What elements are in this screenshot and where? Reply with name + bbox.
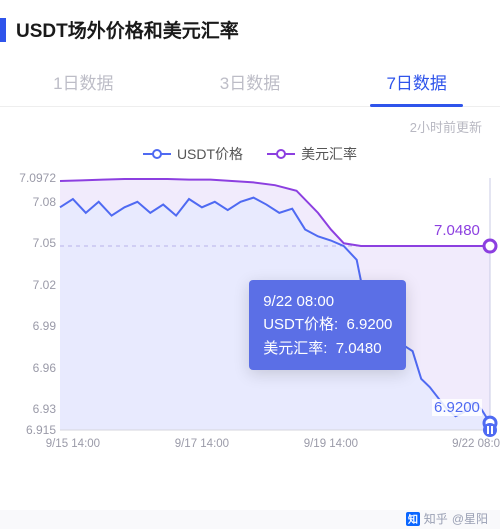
zhihu-icon: 知 xyxy=(406,512,420,526)
legend-marker-usd xyxy=(267,149,295,159)
y-axis-label: 6.915 xyxy=(0,423,56,437)
tab-2[interactable]: 7日数据 xyxy=(333,59,500,106)
y-axis-label: 6.96 xyxy=(0,361,56,375)
tab-0[interactable]: 1日数据 xyxy=(0,59,167,106)
y-axis-label: 7.08 xyxy=(0,195,56,209)
chart[interactable]: 7.0972 7.08 7.05 7.02 6.99 6.96 6.93 6.9159/15 … xyxy=(0,172,500,462)
series-end-label: 6.9200 xyxy=(432,399,482,416)
legend-marker-usdt xyxy=(143,149,171,159)
y-axis-label: 6.99 xyxy=(0,319,56,333)
chart-tooltip: 9/22 08:00USDT价格: 6.9200美元汇率: 7.0480 xyxy=(249,280,406,370)
series-end-label: 7.0480 xyxy=(432,222,482,239)
updated-text: 2小时前更新 xyxy=(0,107,500,136)
header-accent-bar xyxy=(0,18,6,42)
credit: 知 知乎 @星阳 xyxy=(406,510,488,527)
tab-1[interactable]: 3日数据 xyxy=(167,59,334,106)
x-axis-label: 9/19 14:00 xyxy=(304,438,358,450)
page-title: USDT场外价格和美元汇率 xyxy=(16,16,239,43)
card: USDT场外价格和美元汇率 1日数据3日数据7日数据 2小时前更新 USDT价格… xyxy=(0,0,500,510)
y-axis-label: 7.0972 xyxy=(0,171,56,185)
y-axis-label: 7.02 xyxy=(0,278,56,292)
svg-text:知: 知 xyxy=(407,513,418,526)
x-axis-label: 9/22 08:00 xyxy=(452,438,500,450)
legend-item-usd: 美元汇率 xyxy=(267,144,357,164)
header: USDT场外价格和美元汇率 xyxy=(0,16,500,43)
legend-label-usd: 美元汇率 xyxy=(301,144,357,164)
y-axis-label: 7.05 xyxy=(0,236,56,250)
legend-item-usdt: USDT价格 xyxy=(143,144,243,164)
credit-prefix: 知乎 xyxy=(424,510,448,527)
x-axis-label: 9/15 14:00 xyxy=(46,438,100,450)
credit-author: @星阳 xyxy=(452,510,488,527)
y-axis-label: 6.93 xyxy=(0,402,56,416)
tabs: 1日数据3日数据7日数据 xyxy=(0,59,500,107)
x-axis-label: 9/17 14:00 xyxy=(175,438,229,450)
legend: USDT价格 美元汇率 xyxy=(0,136,500,172)
legend-label-usdt: USDT价格 xyxy=(177,144,243,164)
